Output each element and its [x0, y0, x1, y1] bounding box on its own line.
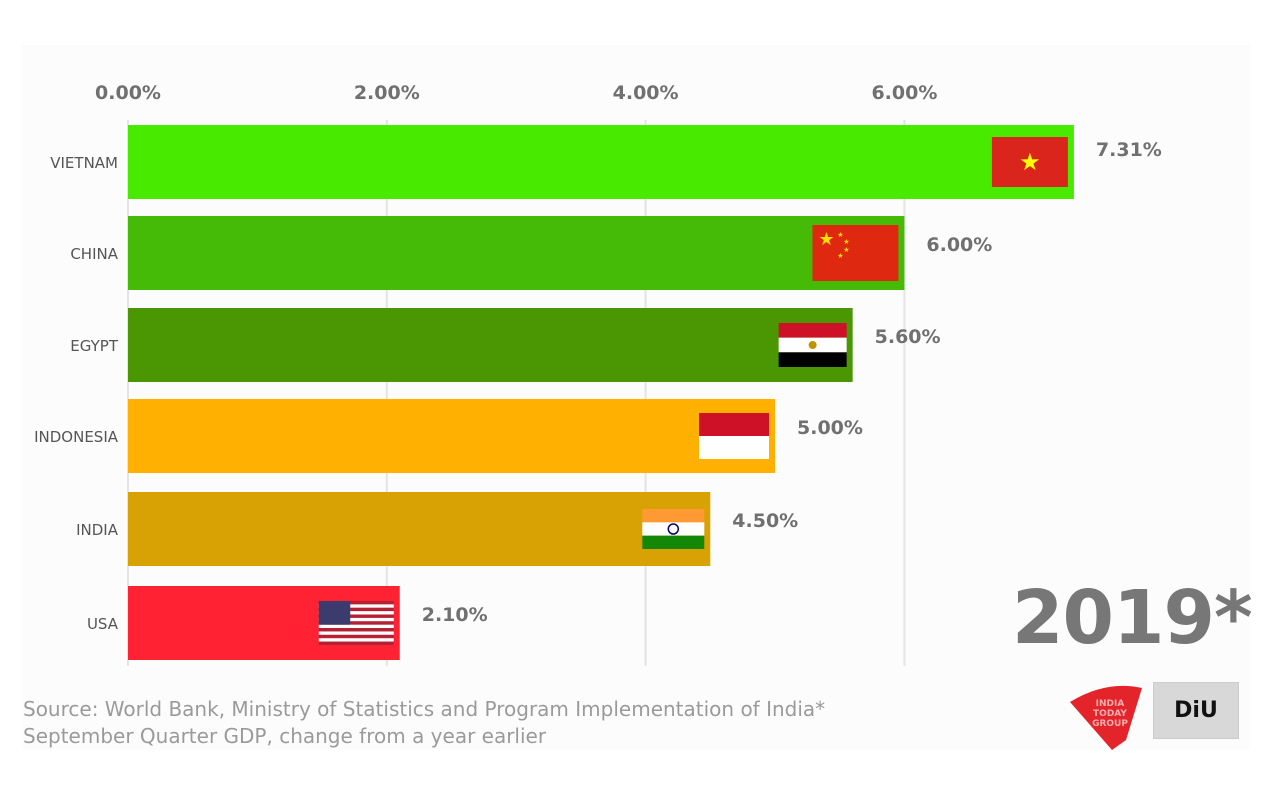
eagle: [808, 341, 817, 349]
small-star: ★: [843, 238, 849, 246]
flag-stripe: [699, 436, 769, 459]
indonesia-flag-icon: [699, 413, 769, 459]
bar-china: [128, 216, 905, 290]
diu-logo: DiU: [1153, 682, 1239, 739]
category-label: INDONESIA: [34, 428, 119, 446]
value-label: 5.60%: [875, 326, 941, 348]
value-label: 5.00%: [797, 417, 863, 439]
flag-stripe: [642, 535, 705, 549]
india-today-logo: INDIA TODAY GROUP: [1070, 685, 1142, 750]
flag-stripe: [778, 352, 847, 367]
category-label: EGYPT: [70, 337, 119, 355]
usa-flag-icon: [318, 601, 394, 645]
flag-stripe: [318, 617, 394, 622]
flag-stripe: [318, 638, 394, 642]
flag-field: [812, 225, 899, 281]
bar-egypt: [128, 308, 853, 382]
vietnam-flag-icon: ★: [991, 137, 1068, 187]
flag-stripe: [318, 631, 394, 635]
flag-stripe: [318, 621, 394, 625]
china-flag-icon: ★ ★★★★: [812, 225, 899, 281]
flag-stripe: [318, 628, 394, 632]
category-label: INDIA: [76, 521, 119, 539]
category-label: VIETNAM: [50, 154, 118, 172]
category-label: CHINA: [70, 245, 118, 263]
category-label: USA: [87, 615, 119, 633]
small-star: ★: [843, 246, 849, 254]
value-label: 6.00%: [926, 234, 992, 256]
x-tick-label: 0.00%: [95, 82, 161, 104]
svg-text:GROUP: GROUP: [1092, 719, 1128, 729]
flag-canton: [318, 601, 351, 625]
svg-text:INDIA: INDIA: [1096, 699, 1125, 709]
flag-stripe: [318, 607, 394, 612]
flag-stripe: [318, 624, 394, 629]
egypt-flag-icon: [778, 323, 847, 367]
flag-stripe: [318, 634, 394, 639]
star: ★: [818, 229, 834, 250]
chakra: [667, 523, 680, 535]
flag-stripe: [318, 641, 394, 645]
value-label: 2.10%: [422, 604, 488, 626]
value-label: 4.50%: [732, 510, 798, 532]
bar-indonesia: [128, 399, 775, 473]
flag-stripe: [318, 611, 394, 615]
flag-stripe: [699, 413, 769, 436]
source-line-1: Source: World Bank, Ministry of Statisti…: [23, 697, 826, 721]
flag-stripe: [642, 509, 705, 523]
year-label: 2019*: [1012, 575, 1253, 661]
flag-stripe: [778, 323, 847, 338]
flag-stripe: [318, 601, 394, 605]
bar-india: [128, 492, 711, 566]
bar-vietnam: [128, 125, 1074, 199]
value-label: 7.31%: [1096, 139, 1162, 161]
svg-text:TODAY: TODAY: [1093, 709, 1127, 719]
flag-stripe: [642, 522, 705, 536]
flag-stripe: [318, 604, 394, 608]
source-note: Source: World Bank, Ministry of Statisti…: [23, 696, 825, 750]
x-tick-label: 4.00%: [613, 82, 679, 104]
x-tick-label: 6.00%: [871, 82, 937, 104]
x-tick-label: 2.00%: [354, 82, 420, 104]
flag-field: [991, 137, 1068, 187]
flag-stripe: [318, 614, 394, 618]
india-flag-icon: [642, 509, 705, 549]
star: ★: [1019, 148, 1041, 176]
small-star: ★: [837, 231, 843, 239]
small-star: ★: [837, 252, 843, 260]
source-line-2: September Quarter GDP, change from a yea…: [23, 724, 547, 748]
